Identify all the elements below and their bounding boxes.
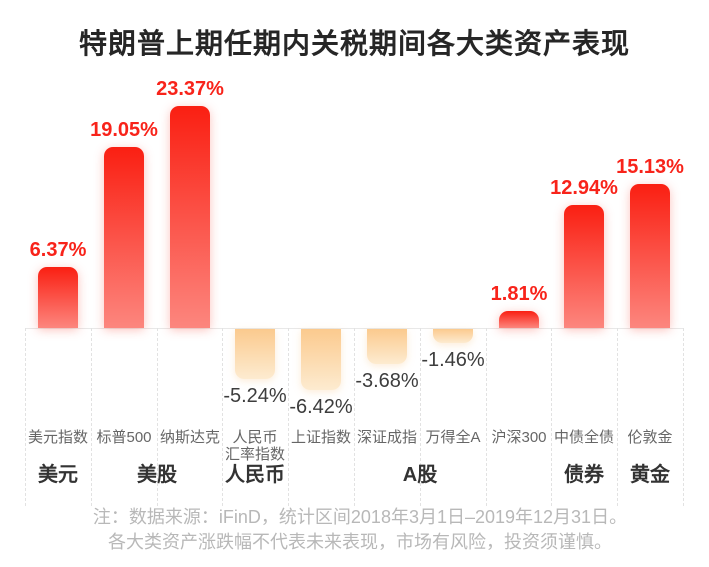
bar-name-label: 万得全A (425, 429, 481, 446)
asset-group-label: 人民币 (225, 464, 285, 486)
column-separator-line (683, 328, 684, 506)
bar-negative-4 (301, 329, 341, 390)
column-separator-line (551, 328, 552, 506)
bar-name-label: 美元指数 (27, 429, 88, 446)
chart-title: 特朗普上期任期内关税期间各大类资产表现 (78, 28, 630, 59)
column-separator-line (25, 328, 26, 506)
bar-value-label: 6.37% (29, 239, 87, 261)
bar-value-label: 23.37% (156, 78, 224, 100)
asset-group-label: 黄金 (630, 464, 670, 486)
bar-name-label: 人民币 (232, 429, 278, 446)
bar-value-label: -5.24% (223, 385, 287, 407)
column-separator-line (617, 328, 618, 506)
footnote-line-2: 各大类资产涨跌幅不代表未来表现，市场有风险，投资须谨慎。 (108, 532, 612, 552)
bar-positive-8 (564, 205, 604, 328)
bar-name-label: 纳斯达克 (159, 429, 220, 446)
bar-value-label: 15.13% (616, 156, 684, 178)
bar-value-label: 12.94% (550, 177, 618, 199)
asset-group-label: 债券 (564, 464, 604, 486)
bar-value-label: 1.81% (490, 283, 548, 305)
bar-name-label: 沪深300 (491, 429, 547, 446)
bar-name-label: 深证成指 (356, 429, 417, 446)
bar-value-label: -6.42% (289, 396, 353, 418)
chart-footnote: 注：数据来源：iFinD，统计区间2018年3月1日–2019年12月31日。 … (30, 505, 690, 555)
bar-positive-0 (38, 267, 78, 328)
column-separator-line (288, 328, 289, 506)
bar-negative-5 (367, 329, 407, 364)
column-separator-line (486, 328, 487, 506)
bar-positive-9 (630, 184, 670, 328)
asset-group-label: 美股 (137, 464, 177, 486)
bar-value-label: -1.46% (421, 349, 485, 371)
bar-positive-1 (104, 147, 144, 328)
bar-value-label: 19.05% (90, 119, 158, 141)
asset-group-label: 美元 (38, 464, 78, 486)
bar-name-label: 汇率指数 (224, 446, 285, 463)
bar-name-label: 上证指数 (290, 429, 351, 446)
bar-name-label: 中债全债 (553, 429, 614, 446)
bar-value-label: -3.68% (355, 370, 419, 392)
asset-group-label: A股 (402, 464, 438, 486)
column-separator-line (222, 328, 223, 506)
bar-name-label: 标普500 (96, 429, 152, 446)
column-separator-line (91, 328, 92, 506)
column-separator-line (420, 328, 421, 506)
bar-positive-2 (170, 106, 210, 328)
bar-positive-7 (499, 311, 539, 328)
bar-name-label: 伦敦金 (627, 429, 673, 446)
bar-negative-6 (433, 329, 473, 343)
column-separator-line (354, 328, 355, 506)
footnote-line-1: 注：数据来源：iFinD，统计区间2018年3月1日–2019年12月31日。 (92, 507, 628, 527)
column-separator-line (157, 328, 158, 506)
bar-negative-3 (235, 329, 275, 379)
